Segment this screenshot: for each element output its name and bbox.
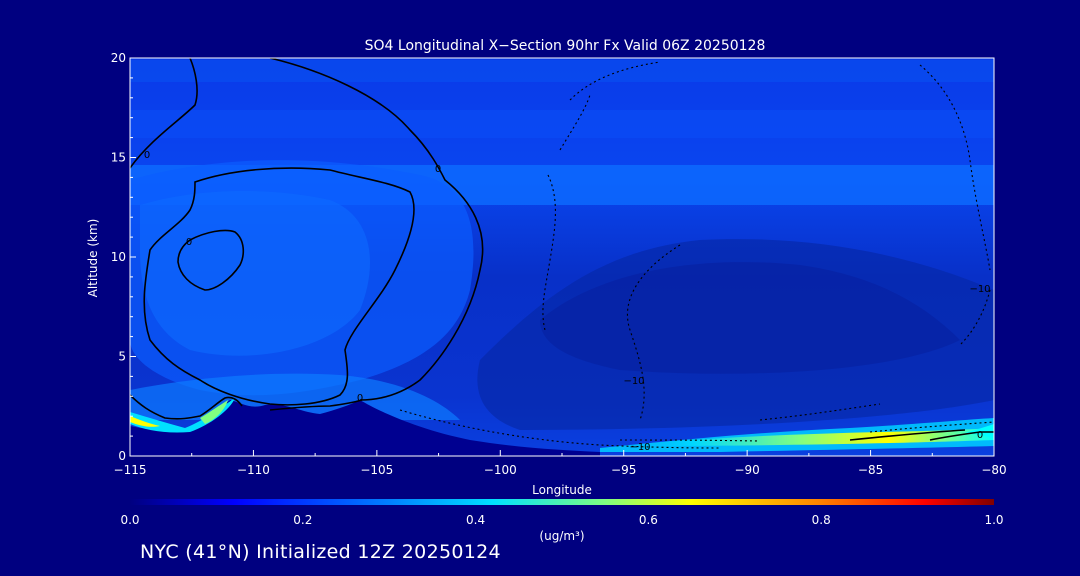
colorbar-tick-label: 0.4 (466, 513, 485, 527)
colorbar-tick-label: 0.8 (812, 513, 831, 527)
y-axis-label: Altitude (km) (86, 219, 100, 298)
terrain (130, 400, 600, 456)
contour-label: 0 (435, 164, 441, 175)
x-tick-label: −105 (360, 463, 393, 477)
x-tick-label: −95 (611, 463, 636, 477)
colorbar-tick-label: 1.0 (984, 513, 1003, 527)
colorbar-tick-label: 0.2 (293, 513, 312, 527)
contour-label: −10 (969, 284, 990, 295)
y-tick-label: 0 (118, 449, 126, 463)
x-tick-label: −80 (981, 463, 1006, 477)
contour-label-group: 0 0 0 0 −10 −10 −10 0 (144, 150, 991, 453)
contour-label: 0 (144, 150, 150, 161)
colorbar-gradient (130, 499, 994, 505)
colorbar-label: (ug/m³) (539, 529, 584, 543)
x-axis: −115 −110 −105 −100 −95 −90 −85 −80 (114, 450, 1007, 477)
colorbar-tick-label: 0.6 (639, 513, 658, 527)
contour-label: −10 (623, 376, 644, 387)
y-tick-label: 5 (118, 350, 126, 364)
chart-title: SO4 Longitudinal X−Section 90hr Fx Valid… (365, 38, 766, 54)
x-axis-label: Longitude (532, 483, 592, 497)
x-tick-label: −115 (114, 463, 147, 477)
contours-solid (130, 58, 994, 441)
colorbar-ticks: 0.0 0.2 0.4 0.6 0.8 1.0 (120, 513, 1003, 527)
contour-label: −10 (629, 442, 650, 453)
contours-dotted (399, 61, 994, 449)
x-tick-label: −100 (484, 463, 517, 477)
colorbar-tick-label: 0.0 (120, 513, 139, 527)
contour-label: 0 (186, 237, 192, 248)
x-tick-label: −90 (734, 463, 759, 477)
contour-label: 0 (357, 393, 363, 404)
y-axis: 0 5 10 15 20 (111, 51, 136, 463)
x-tick-label: −85 (858, 463, 883, 477)
y-tick-label: 10 (111, 250, 126, 264)
colorbar: 0.0 0.2 0.4 0.6 0.8 1.0 (ug/m³) (120, 499, 1004, 543)
left-surface-plume (130, 398, 235, 433)
x-tick-label: −110 (237, 463, 270, 477)
y-tick-label: 15 (111, 151, 126, 165)
y-tick-label: 20 (111, 51, 126, 65)
plot-area: 0 0 0 0 −10 −10 −10 0 (130, 58, 994, 456)
contour-label: 0 (977, 430, 983, 441)
run-caption: NYC (41°N) Initialized 12Z 20250124 (140, 541, 501, 563)
